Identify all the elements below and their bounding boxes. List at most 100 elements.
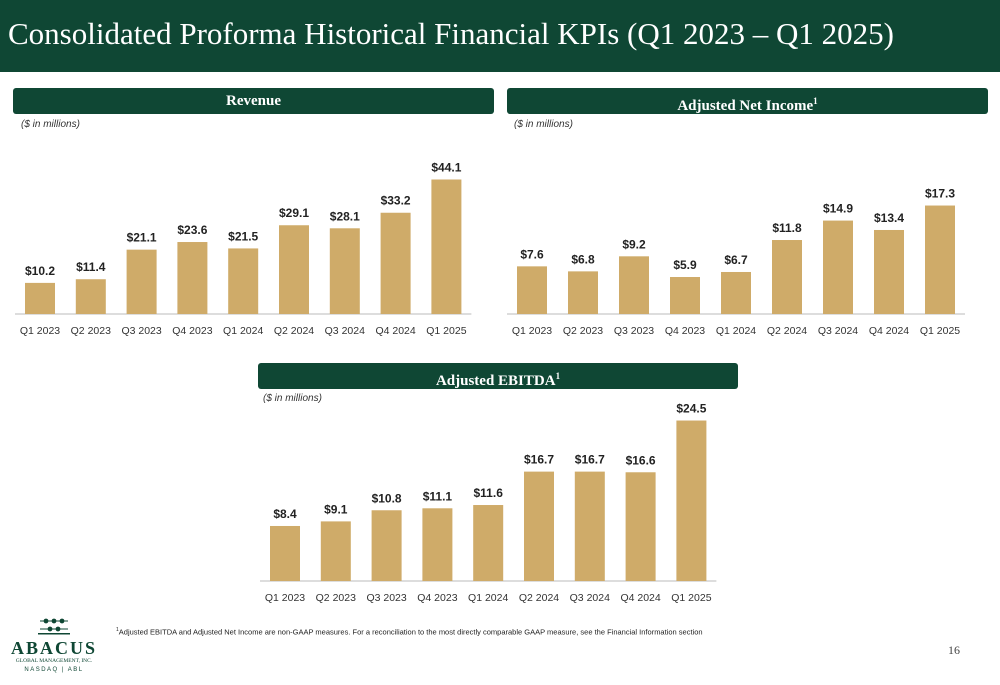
bar — [228, 248, 259, 314]
net-income-unit-note: ($ in millions) — [514, 119, 573, 130]
page-number: 16 — [948, 643, 960, 657]
net-income-title-sup: 1 — [813, 96, 818, 106]
bar — [270, 525, 300, 581]
revenue-unit-note: ($ in millions) — [21, 119, 80, 130]
data-label: $8.4 — [273, 507, 297, 521]
data-label: $16.7 — [575, 453, 605, 467]
bar — [874, 229, 904, 314]
x-tick-label: Q4 2023 — [417, 592, 457, 604]
data-label: $21.1 — [127, 231, 157, 245]
data-label: $11.8 — [772, 221, 802, 235]
x-tick-label: Q3 2024 — [818, 325, 858, 337]
data-label: $17.3 — [925, 187, 955, 201]
x-tick-label: Q3 2023 — [614, 325, 654, 337]
data-label: $14.9 — [823, 202, 853, 216]
data-label: $6.7 — [724, 253, 748, 267]
data-label: $11.1 — [423, 489, 453, 503]
data-label: $5.9 — [673, 258, 697, 272]
data-label: $16.6 — [626, 453, 656, 467]
ebitda-title: Adjusted EBITDA — [435, 373, 556, 389]
x-tick-label: Q1 2023 — [20, 325, 60, 337]
x-tick-label: Q2 2024 — [519, 592, 559, 604]
logo-name: ABACUS — [10, 638, 97, 658]
bar — [574, 471, 605, 581]
bar — [772, 240, 802, 314]
bar — [380, 212, 411, 314]
bar — [568, 271, 598, 314]
title-banner: Consolidated Proforma Historical Financi… — [0, 0, 1000, 72]
revenue-chart: $10.2 Q1 2023 $11.4 Q2 2023 $21.1 Q3 2023 $23.… — [15, 160, 472, 337]
footnote: 1Adjusted EBITDA and Adjusted Net Income… — [116, 627, 703, 637]
x-tick-label: Q1 2024 — [716, 325, 756, 337]
x-tick-label: Q2 2024 — [767, 325, 807, 337]
data-label: $10.8 — [372, 491, 402, 505]
data-label: $9.1 — [324, 502, 348, 516]
bar — [371, 510, 402, 581]
data-label: $29.1 — [279, 206, 309, 220]
data-label: $7.6 — [520, 247, 544, 261]
bar — [320, 521, 351, 581]
x-tick-label: Q4 2024 — [375, 325, 415, 337]
bar — [126, 249, 157, 314]
logo-exchange: NASDAQ | ABL — [24, 667, 84, 673]
data-label: $23.6 — [177, 223, 207, 237]
revenue-title: Revenue — [226, 93, 281, 109]
bar — [422, 508, 453, 581]
x-tick-label: Q1 2024 — [223, 325, 263, 337]
data-label: $16.7 — [524, 453, 554, 467]
bar — [524, 471, 554, 581]
revenue-title-bar: Revenue — [13, 88, 494, 114]
x-tick-label: Q2 2023 — [316, 592, 356, 604]
data-label: $6.8 — [571, 252, 595, 266]
bar — [721, 271, 751, 314]
logo-subtitle: GLOBAL MANAGEMENT, INC. — [15, 658, 93, 664]
x-tick-label: Q1 2025 — [426, 325, 466, 337]
x-tick-label: Q3 2023 — [121, 325, 161, 337]
x-tick-label: Q2 2023 — [563, 325, 603, 337]
data-label: $11.6 — [474, 486, 504, 500]
data-label: $24.5 — [676, 402, 706, 416]
net-income-chart: $7.6 Q1 2023 $6.8 Q2 2023 $9.2 Q3 2023 $5.9 Q4 … — [507, 187, 965, 337]
bar — [25, 282, 55, 314]
x-tick-label: Q3 2023 — [366, 592, 406, 604]
footnote-marker: 1 — [116, 627, 119, 633]
x-tick-label: Q1 2025 — [920, 325, 960, 337]
data-label: $9.2 — [622, 237, 646, 251]
x-tick-label: Q4 2024 — [620, 592, 660, 604]
bar — [619, 256, 649, 314]
data-label: $44.1 — [431, 160, 461, 174]
bar — [625, 472, 656, 581]
bar — [279, 225, 309, 314]
x-tick-label: Q1 2024 — [468, 592, 508, 604]
x-tick-label: Q1 2025 — [671, 592, 711, 604]
abacus-icon — [38, 618, 70, 635]
footnote-text: Adjusted EBITDA and Adjusted Net Income … — [118, 627, 703, 637]
data-label: $10.2 — [25, 264, 55, 278]
bar — [473, 505, 504, 581]
bar — [823, 220, 853, 314]
net-income-title-bar: Adjusted Net Income1 — [507, 88, 988, 114]
x-tick-label: Q3 2024 — [325, 325, 365, 337]
data-label: $13.4 — [874, 211, 904, 225]
data-label: $33.2 — [381, 194, 411, 208]
bar — [676, 420, 707, 581]
bar — [75, 279, 106, 314]
net-income-title: Adjusted Net Income — [677, 98, 814, 114]
x-tick-label: Q1 2023 — [265, 592, 305, 604]
page-title: Consolidated Proforma Historical Financi… — [8, 16, 894, 51]
bar — [329, 228, 360, 314]
ebitda-unit-note: ($ in millions) — [263, 393, 322, 404]
data-label: $28.1 — [330, 209, 360, 223]
data-label: $21.5 — [228, 229, 258, 243]
bar — [517, 266, 547, 314]
x-tick-label: Q4 2023 — [172, 325, 212, 337]
ebitda-chart: $8.4 Q1 2023 $9.1 Q2 2023 $10.8 Q3 2023 $11.1 Q… — [260, 402, 717, 604]
bar — [670, 277, 700, 314]
data-label: $11.4 — [76, 260, 106, 274]
bar — [925, 205, 955, 314]
bar — [431, 179, 462, 314]
x-tick-label: Q2 2024 — [274, 325, 314, 337]
x-tick-label: Q3 2024 — [570, 592, 610, 604]
x-tick-label: Q2 2023 — [71, 325, 111, 337]
ebitda-title-bar: Adjusted EBITDA1 — [258, 363, 738, 389]
